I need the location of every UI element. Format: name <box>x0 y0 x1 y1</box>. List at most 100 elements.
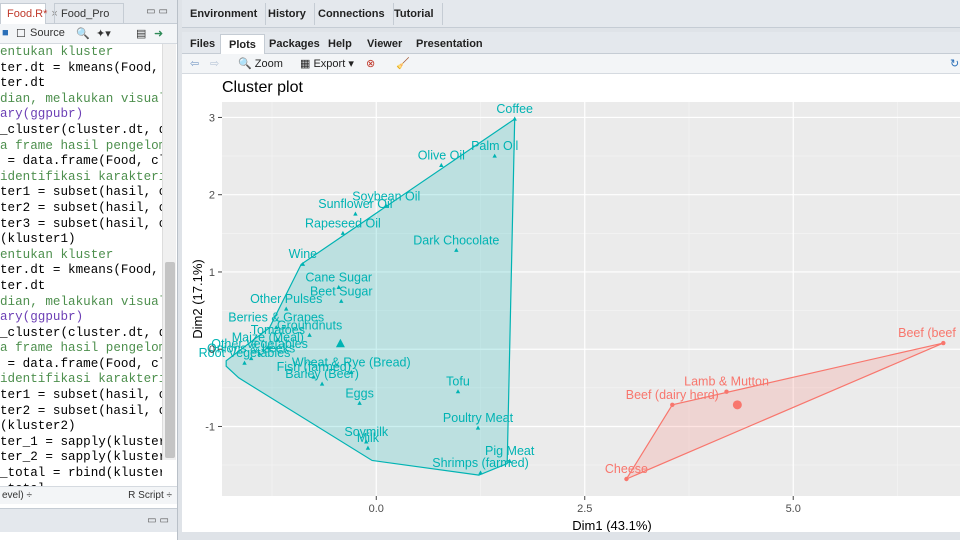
tab-connections[interactable]: Connections <box>310 3 394 25</box>
code-line: dian, melakukan visual <box>0 91 162 106</box>
point-label: Maize (Meal) <box>232 331 304 345</box>
tab-plots[interactable]: Plots <box>220 34 265 54</box>
code-line: identifikasi karakteri <box>0 372 162 387</box>
point-label: Tomatoes <box>251 323 305 337</box>
point-label: Cheese <box>605 462 648 476</box>
zoom-button[interactable]: 🔍 Zoom <box>238 57 283 70</box>
right-pane: Environment History Connections Tutorial… <box>182 0 960 540</box>
point-label: Olive Oil <box>418 148 465 162</box>
editor-tab-food-pro[interactable]: Food_Pro <box>54 3 124 24</box>
code-line: = data.frame(Food, cl <box>0 356 162 371</box>
point-label: Poultry Meat <box>443 411 514 425</box>
pane-window-controls[interactable]: ▭▭ <box>146 6 171 17</box>
tab-history[interactable]: History <box>260 3 315 25</box>
point-label: Coffee <box>496 102 533 116</box>
code-line: ter.dt = kmeans(Food, c <box>0 60 162 75</box>
editor-tab-food-r[interactable]: Food.R* × <box>0 3 58 24</box>
source-on-save-label: Source <box>30 27 65 39</box>
data-point <box>507 458 512 463</box>
point-label: Dark Chocolate <box>413 233 499 247</box>
tab-help[interactable]: Help <box>328 38 352 50</box>
point-label: Cane Sugar <box>305 270 372 284</box>
x-axis-label: Dim1 (43.1%) <box>572 518 651 533</box>
point-label: Fish (farmed) <box>277 360 351 374</box>
refresh-icon[interactable]: ↻ <box>950 58 960 70</box>
files-tab-bar: Files Plots Packages Help Viewer Present… <box>182 32 960 54</box>
point-label: Lamb & Mutton <box>684 375 769 389</box>
editor-tab-bar: Food.R* × Food_Pro ▭▭ <box>0 0 177 24</box>
point-label: Shrimps (farmed) <box>432 456 529 470</box>
tab-presentation[interactable]: Presentation <box>416 38 483 50</box>
data-point <box>512 116 517 121</box>
source-on-save-checkbox[interactable]: ☐ <box>16 28 26 40</box>
y-tick-label: 0 <box>209 344 215 356</box>
export-button[interactable]: ▦ Export ▾ <box>300 58 354 70</box>
chart-title: Cluster plot <box>222 79 303 96</box>
environment-tab-bar: Environment History Connections Tutorial <box>182 0 960 28</box>
wand-icon[interactable]: ✦▾ <box>96 28 111 40</box>
pane-window-controls[interactable]: ▭▭ <box>147 515 172 526</box>
tab-packages[interactable]: Packages <box>269 38 320 50</box>
run-arrow-icon[interactable]: ➜ <box>154 28 164 40</box>
data-point <box>941 340 946 346</box>
point-label: Soymilk <box>344 425 389 439</box>
broom-icon[interactable]: 🧹 <box>396 58 410 70</box>
code-line: ter3 = subset(hasil, cl <box>0 216 162 231</box>
tab-environment[interactable]: Environment <box>182 3 267 25</box>
code-line: ter_1 = sapply(kluster1 <box>0 434 162 449</box>
remove-plot-icon[interactable]: ⊗ <box>366 58 376 70</box>
back-arrow-icon[interactable]: ⇦ <box>190 58 200 70</box>
search-icon[interactable]: 🔍 <box>76 28 90 40</box>
code-line: ter.dt = kmeans(Food, c <box>0 263 162 278</box>
point-label: Other Vegetables <box>211 337 308 351</box>
console-pane-header: ▭▭ <box>0 508 177 532</box>
source-editor-pane: Food.R* × Food_Pro ▭▭ ■ ☐ Source 🔍 ✦▾ ▤ ➜… <box>0 0 178 540</box>
y-tick-label: 3 <box>209 112 215 124</box>
data-point <box>670 402 675 408</box>
data-point <box>624 476 629 482</box>
scrollbar-thumb[interactable] <box>165 262 175 458</box>
point-label: Sunflower Oil <box>318 197 392 211</box>
code-line: identifikasi karakteri <box>0 169 162 184</box>
point-label: Wheat & Rye (Bread) <box>292 355 411 369</box>
data-point <box>336 284 341 290</box>
data-point <box>384 203 389 208</box>
y-tick-label: 1 <box>209 267 215 279</box>
pages-icon[interactable]: ▤ <box>136 28 147 40</box>
code-line: ter1 = subset(hasil, cl <box>0 388 162 403</box>
code-line: (kluster1) <box>0 232 76 247</box>
export-icon: ▦ <box>300 58 311 70</box>
zoom-icon: 🔍 <box>238 58 252 70</box>
editor-scrollbar[interactable] <box>162 44 176 460</box>
cluster-plot: Coffee Palm Oil Olive Oil Soybean OilSunflo… <box>190 79 960 533</box>
forward-arrow-icon[interactable]: ⇨ <box>210 58 220 70</box>
data-point <box>275 337 281 342</box>
file-type-selector[interactable]: R Script ÷ <box>128 490 172 501</box>
data-point <box>307 332 312 337</box>
data-point <box>339 298 344 303</box>
point-label: Beet Sugar <box>310 284 373 298</box>
x-tick-label: 5.0 <box>786 503 801 515</box>
point-label: Pig Meat <box>485 444 535 458</box>
code-line: a frame hasil pengelomp <box>0 341 162 356</box>
point-label: Beef (dairy herd) <box>626 388 719 402</box>
code-editor[interactable]: entukan kluster ter.dt = kmeans(Food, c te… <box>0 44 162 496</box>
save-icon[interactable]: ■ <box>2 27 9 39</box>
tab-tutorial[interactable]: Tutorial <box>386 3 443 25</box>
point-label: Berries & Grapes <box>228 311 324 325</box>
export-label: Export <box>313 58 346 70</box>
scope-selector[interactable]: evel) ÷ <box>2 490 32 501</box>
cluster-centroid <box>335 338 345 348</box>
point-label: Palm Oil <box>471 139 518 153</box>
data-point <box>340 230 346 235</box>
point-label: Rapeseed Oil <box>305 216 381 230</box>
code-line: ter_2 = sapply(kluster2 <box>0 450 162 465</box>
tab-viewer[interactable]: Viewer <box>367 38 403 50</box>
code-line: dian, melakukan visual <box>0 294 162 309</box>
data-point <box>439 162 444 167</box>
data-point <box>284 306 289 311</box>
data-point <box>724 389 729 394</box>
code-line: = data.frame(Food, cl <box>0 154 162 169</box>
data-point <box>274 325 279 330</box>
tab-files[interactable]: Files <box>190 38 216 50</box>
